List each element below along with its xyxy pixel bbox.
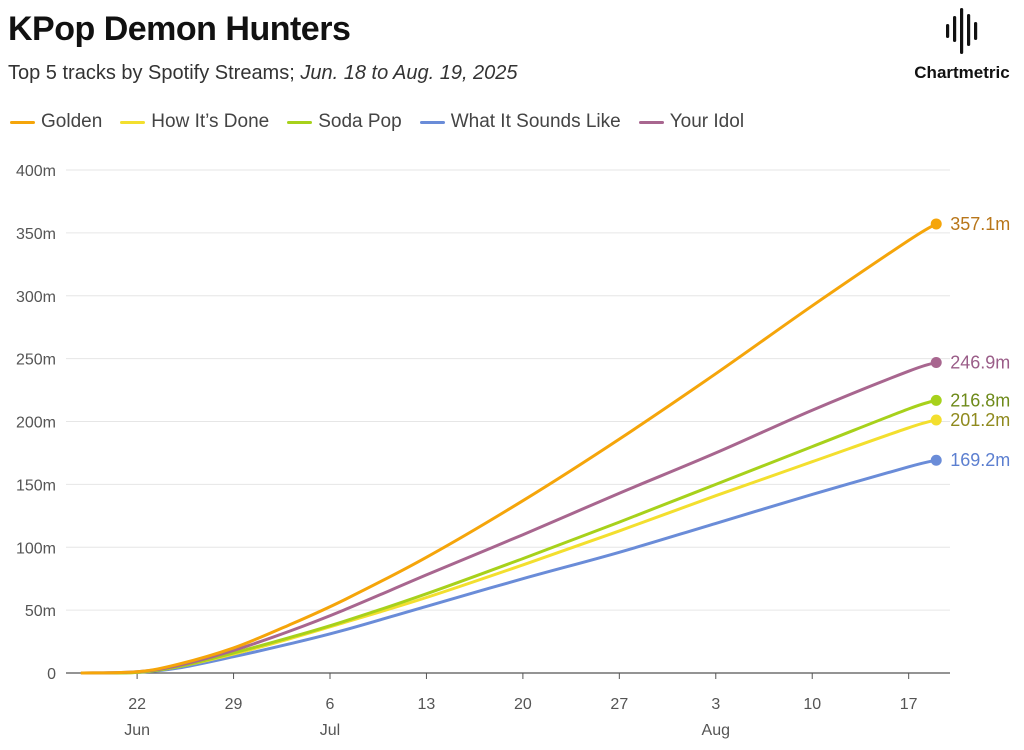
y-tick-label: 400m — [16, 163, 56, 180]
x-tick-label: 13 — [418, 696, 436, 713]
end-label-your-idol: 246.9m — [950, 353, 1010, 373]
end-point-what-it-sounds-like — [930, 454, 942, 466]
series-line-how-it-s-done — [80, 418, 938, 675]
legend-label: Your Idol — [669, 111, 745, 132]
y-tick-label: 0 — [47, 666, 56, 683]
chart-legend: Golden How It’s Done Soda Pop What It Sound… — [10, 111, 762, 133]
legend-item-soda-pop[interactable]: Soda Pop — [287, 111, 402, 133]
end-label-soda-pop: 216.8m — [950, 390, 1010, 410]
legend-item-your-idol[interactable]: Your Idol — [638, 111, 745, 133]
end-label-golden: 357.1m — [950, 214, 1010, 234]
y-tick-label: 250m — [16, 352, 56, 369]
end-point-golden — [930, 218, 942, 230]
x-tick-label: 29 — [225, 696, 243, 713]
sound-wave-icon — [946, 8, 978, 54]
end-point-how-it-s-done — [930, 414, 942, 426]
legend-label: Golden — [41, 111, 103, 132]
legend-swatch — [419, 120, 445, 124]
legend-swatch — [120, 120, 146, 124]
end-point-soda-pop — [930, 394, 942, 406]
end-label-what-it-sounds-like: 169.2m — [950, 450, 1010, 470]
legend-label: What It Sounds Like — [450, 111, 621, 132]
y-tick-label: 150m — [16, 477, 56, 494]
legend-swatch — [10, 120, 35, 124]
legend-label: Soda Pop — [318, 111, 402, 132]
subtitle-date-range: Jun. 18 to Aug. 19, 2025 — [300, 62, 518, 84]
legend-label: How It’s Done — [151, 111, 270, 132]
legend-item-what-it-sounds-like[interactable]: What It Sounds Like — [419, 111, 621, 133]
y-tick-label: 50m — [25, 603, 56, 620]
x-tick-label: 10 — [803, 696, 821, 713]
x-month-label: Jun — [124, 722, 150, 739]
x-tick-label: 27 — [610, 696, 628, 713]
brand-logo: Chartmetric — [900, 6, 1024, 83]
chart-subtitle: Top 5 tracks by Spotify Streams; Jun. 18… — [8, 62, 518, 85]
x-month-label: Jul — [320, 722, 340, 739]
y-tick-label: 200m — [16, 415, 56, 432]
chart-title: KPop Demon Hunters — [8, 10, 351, 48]
x-month-label: Aug — [702, 722, 730, 739]
y-tick-label: 350m — [16, 226, 56, 243]
x-tick-label: 22 — [128, 696, 146, 713]
legend-swatch — [638, 120, 664, 124]
end-point-your-idol — [930, 357, 942, 369]
x-tick-label: 6 — [326, 696, 335, 713]
series-line-golden — [80, 222, 938, 675]
series-line-what-it-sounds-like — [80, 458, 938, 675]
y-tick-label: 100m — [16, 540, 56, 557]
end-label-how-it-s-done: 201.2m — [950, 410, 1010, 430]
legend-swatch — [287, 120, 313, 124]
brand-wordmark: Chartmetric — [914, 63, 1010, 82]
subtitle-prefix: Top 5 tracks by Spotify Streams; — [8, 62, 301, 84]
series-line-soda-pop — [80, 398, 938, 675]
legend-item-how-it-s-done[interactable]: How It’s Done — [120, 111, 269, 133]
y-tick-label: 300m — [16, 289, 56, 306]
x-tick-label: 17 — [900, 696, 918, 713]
legend-item-golden[interactable]: Golden — [10, 111, 102, 133]
series-line-your-idol — [80, 361, 938, 675]
x-tick-label: 20 — [514, 696, 532, 713]
x-tick-label: 3 — [711, 696, 720, 713]
